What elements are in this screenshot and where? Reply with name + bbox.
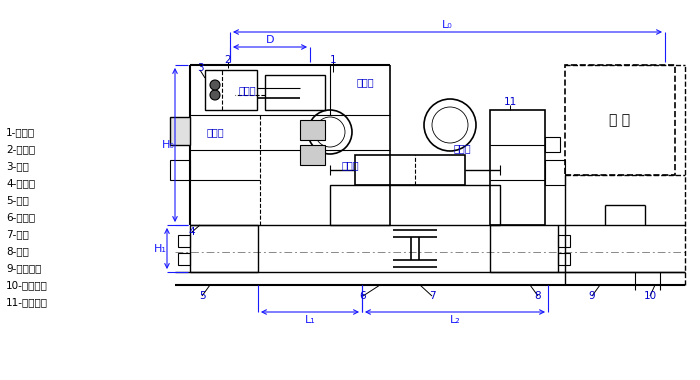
Bar xyxy=(490,110,545,225)
Bar xyxy=(190,225,258,272)
Text: 11-防尘拎攀: 11-防尘拎攀 xyxy=(6,297,48,307)
Bar xyxy=(265,75,325,110)
Text: 9-主动滑靴: 9-主动滑靴 xyxy=(6,263,41,273)
Text: 2: 2 xyxy=(225,55,231,65)
Text: 5-长销: 5-长销 xyxy=(6,195,29,205)
Text: 无杆腔: 无杆腔 xyxy=(341,160,359,170)
Text: 2-夹紧缸: 2-夹紧缸 xyxy=(6,144,35,154)
Text: L₂: L₂ xyxy=(449,315,461,325)
Bar xyxy=(558,235,570,247)
Bar xyxy=(170,117,190,145)
Bar xyxy=(558,253,570,265)
Bar xyxy=(330,185,500,225)
Text: D: D xyxy=(266,35,274,45)
Text: 1: 1 xyxy=(330,55,336,65)
Bar xyxy=(300,120,325,140)
Text: 10-被动滑靴: 10-被动滑靴 xyxy=(6,280,48,290)
Text: 3-把手: 3-把手 xyxy=(6,161,29,171)
Bar xyxy=(170,160,190,180)
Text: H₁: H₁ xyxy=(153,244,167,253)
Circle shape xyxy=(210,80,220,90)
Text: 有杆腔: 有杆腔 xyxy=(206,127,224,137)
Bar xyxy=(178,253,190,265)
Text: 3: 3 xyxy=(197,63,203,73)
Text: 10: 10 xyxy=(643,291,657,301)
Text: 有杆腔: 有杆腔 xyxy=(453,143,471,153)
Text: 4: 4 xyxy=(189,227,195,237)
Text: 无杆腔: 无杆腔 xyxy=(238,85,256,95)
Text: H₀: H₀ xyxy=(162,140,174,150)
Text: L₀: L₀ xyxy=(442,20,453,30)
Text: 6: 6 xyxy=(360,291,366,301)
Text: 1-分配阀: 1-分配阀 xyxy=(6,127,35,137)
Text: 7: 7 xyxy=(428,291,435,301)
Text: 5: 5 xyxy=(199,291,205,301)
Text: 接泵站: 接泵站 xyxy=(356,77,374,87)
Bar xyxy=(355,155,465,185)
Circle shape xyxy=(210,90,220,100)
Text: 6-推移缸: 6-推移缸 xyxy=(6,212,35,222)
Bar xyxy=(545,160,565,185)
Text: 重 物: 重 物 xyxy=(610,113,631,127)
Bar xyxy=(300,145,325,165)
Text: 7-重轨: 7-重轨 xyxy=(6,229,29,239)
Text: 9: 9 xyxy=(589,291,595,301)
Bar xyxy=(490,225,558,272)
Bar xyxy=(565,65,675,175)
Bar xyxy=(545,137,560,152)
Text: L₁: L₁ xyxy=(304,315,316,325)
Bar xyxy=(205,70,257,110)
Text: 4-钳口铁: 4-钳口铁 xyxy=(6,178,35,188)
Text: 8-短销: 8-短销 xyxy=(6,246,29,256)
Text: 8: 8 xyxy=(535,291,541,301)
Bar xyxy=(178,235,190,247)
Text: 11: 11 xyxy=(503,97,517,107)
